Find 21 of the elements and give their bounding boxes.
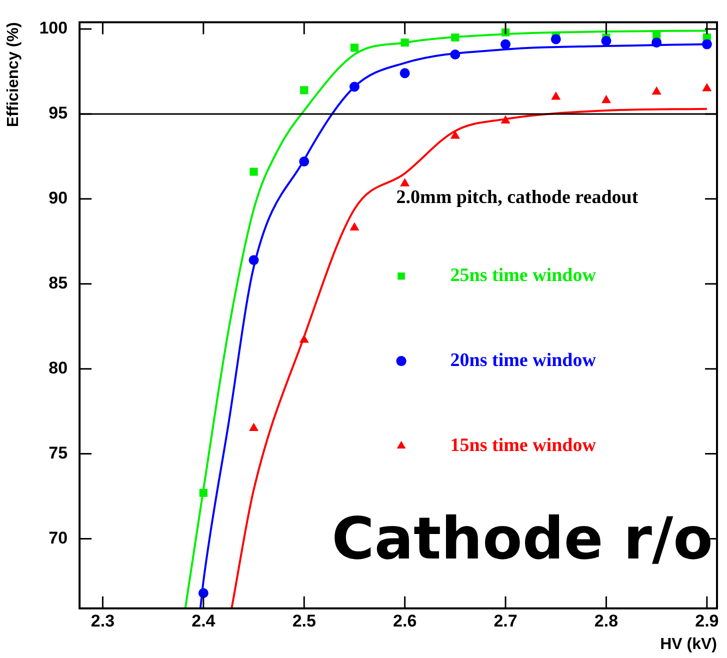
y-tick-label: 70 (48, 528, 68, 548)
legend-label: 20ns time window (450, 350, 596, 371)
legend-title: 2.0mm pitch, cathode readout (396, 186, 639, 208)
y-tick-label: 100 (39, 18, 68, 38)
x-tick-label: 2.7 (494, 611, 518, 630)
y-tick-label: 80 (48, 358, 68, 378)
x-axis-title: HV (kV) (660, 636, 717, 653)
legend-label: 25ns time window (450, 264, 596, 286)
y-tick-label: 75 (48, 443, 68, 462)
x-tick-label: 2.3 (90, 611, 115, 630)
y-axis-title: Efficiency (%) (5, 22, 22, 128)
x-tick-label: 2.9 (695, 611, 719, 630)
x-tick-label: 2.5 (292, 611, 316, 630)
legend-label: 15ns time window (450, 434, 596, 456)
x-tick-label: 2.8 (594, 611, 618, 630)
x-tick-label: 2.4 (192, 611, 216, 630)
y-tick-label: 95 (48, 104, 68, 123)
x-tick-label: 2.6 (393, 611, 417, 630)
y-tick-label: 85 (48, 274, 68, 293)
y-tick-label: 90 (48, 188, 68, 208)
annotation: Cathode r/o (332, 504, 713, 572)
